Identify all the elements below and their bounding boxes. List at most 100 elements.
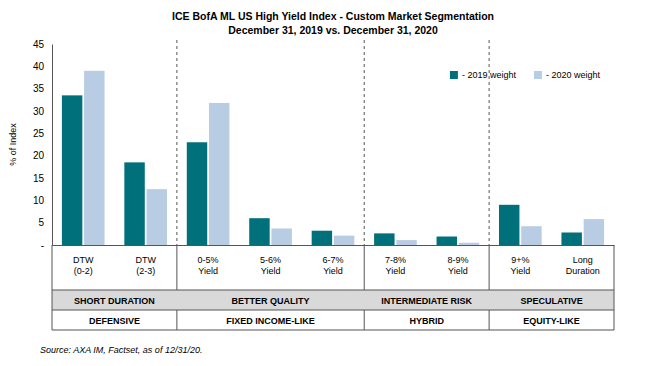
x-tick-label: 0-5%Yield [198, 255, 219, 276]
x-tick-label-line: DTW [135, 255, 156, 265]
y-axis-title: % of Index [8, 123, 18, 166]
bars [62, 71, 604, 245]
bar [147, 189, 167, 245]
group-label: FIXED INCOME-LIKE [226, 316, 315, 326]
group-label: SPECULATIVE [520, 296, 582, 306]
x-tick-label-line: Yield [386, 266, 406, 276]
x-tick-label-line: Yield [323, 266, 343, 276]
y-axis-line [52, 45, 53, 246]
x-tick: DTW(2-3) [135, 245, 156, 276]
x-tick-label: 8-9%Yield [447, 255, 468, 276]
y-tick-label: 40 [33, 61, 45, 72]
bar [334, 236, 354, 245]
legend-label: - 2019 weight [462, 70, 517, 80]
x-tick-label-line: 9+% [511, 255, 529, 265]
x-axis: DTW(0-2)DTW(2-3)0-5%Yield5-6%Yield6-7%Yi… [53, 245, 615, 276]
series-0 [62, 95, 582, 245]
legend-item: - 2020 weight [534, 70, 601, 80]
x-tick-label: DTW(0-2) [73, 255, 94, 276]
category-table: SHORT DURATIONBETTER QUALITYINTERMEDIATE… [52, 245, 614, 330]
y-tick-label: 35 [33, 83, 45, 94]
y-tick: 40 [33, 61, 52, 72]
y-tick-label: 10 [33, 195, 45, 206]
bar [584, 219, 604, 245]
legend-swatch [450, 71, 458, 79]
chart-svg: ICE BofA ML US High Yield Index - Custom… [0, 0, 647, 366]
x-tick-label-line: DTW [73, 255, 94, 265]
bar [124, 162, 144, 245]
bar [187, 142, 207, 245]
y-tick-label: 30 [33, 106, 45, 117]
x-tick: 0-5%Yield [198, 245, 219, 276]
y-tick: 20 [33, 150, 52, 161]
x-tick-label-line: 6-7% [322, 255, 343, 265]
x-tick-label: 5-6%Yield [260, 255, 281, 276]
table-rule [52, 310, 614, 311]
bar [499, 205, 519, 245]
bar [84, 71, 104, 245]
chart-container: ICE BofA ML US High Yield Index - Custom… [0, 0, 647, 366]
group-separator-dashed [176, 40, 177, 245]
x-tick: LongDuration [566, 245, 600, 276]
x-tick-label-line: 0-5% [198, 255, 219, 265]
x-tick-label-line: Yield [198, 266, 218, 276]
bar [209, 103, 229, 245]
x-tick-label-line: 7-8% [385, 255, 406, 265]
title: ICE BofA ML US High Yield Index - Custom… [172, 10, 494, 22]
group-row-fill [52, 290, 614, 310]
bar [437, 237, 457, 245]
x-tick-label: 7-8%Yield [385, 255, 406, 276]
table-edge [52, 245, 53, 330]
x-tick-label-line: 8-9% [447, 255, 468, 265]
y-tick: 30 [33, 106, 52, 117]
x-tick-label-line: (0-2) [74, 266, 93, 276]
y-axis: - 5 10 15 20 25 30 35 40 45 [33, 39, 53, 251]
y-tick: - [41, 240, 52, 251]
legend-item: - 2019 weight [450, 70, 517, 80]
y-tick-label: - [41, 240, 44, 251]
bar [561, 232, 581, 245]
group-label: BETTER QUALITY [232, 296, 310, 306]
y-tick: 15 [33, 173, 52, 184]
y-tick-label: 15 [33, 173, 45, 184]
x-tick-label: LongDuration [566, 255, 600, 276]
bar [459, 243, 479, 245]
group-label: HYBRID [409, 316, 444, 326]
table-edge [614, 245, 615, 330]
y-tick: 35 [33, 83, 52, 94]
bar [521, 226, 541, 245]
table-rule [52, 290, 614, 291]
legend: - 2019 weight - 2020 weight [450, 70, 601, 80]
bar [271, 228, 291, 245]
y-tick-label: 20 [33, 150, 45, 161]
bar [396, 240, 416, 245]
x-tick-label-line: Yield [261, 266, 281, 276]
x-tick-label: 9+%Yield [510, 255, 530, 276]
x-tick-label-line: Long [573, 255, 593, 265]
bar [62, 95, 82, 245]
y-tick-label: 25 [33, 128, 45, 139]
subtitle: December 31, 2019 vs. December 31, 2020 [228, 24, 438, 36]
table-rule [52, 330, 614, 331]
group-label: EQUITY-LIKE [523, 316, 580, 326]
group-label: SHORT DURATION [74, 296, 155, 306]
x-tick-label-line: Yield [448, 266, 468, 276]
x-tick-label: DTW(2-3) [135, 255, 156, 276]
x-tick: 9+%Yield [510, 245, 530, 276]
bar [312, 231, 332, 245]
group-separators [177, 40, 489, 330]
x-tick: 6-7%Yield [322, 245, 343, 276]
bar [374, 233, 394, 245]
series-1 [84, 71, 604, 245]
x-tick: DTW(0-2) [73, 245, 94, 276]
x-tick: 8-9%Yield [447, 245, 468, 276]
group-separator [489, 245, 490, 330]
x-tick-label-line: (2-3) [136, 266, 155, 276]
y-tick: 45 [33, 39, 52, 50]
x-tick-label-line: Duration [566, 266, 600, 276]
y-tick-label: 5 [38, 217, 44, 228]
y-tick: 10 [33, 195, 52, 206]
x-tick: 5-6%Yield [260, 245, 281, 276]
group-label: DEFENSIVE [89, 316, 140, 326]
bar [249, 218, 269, 245]
